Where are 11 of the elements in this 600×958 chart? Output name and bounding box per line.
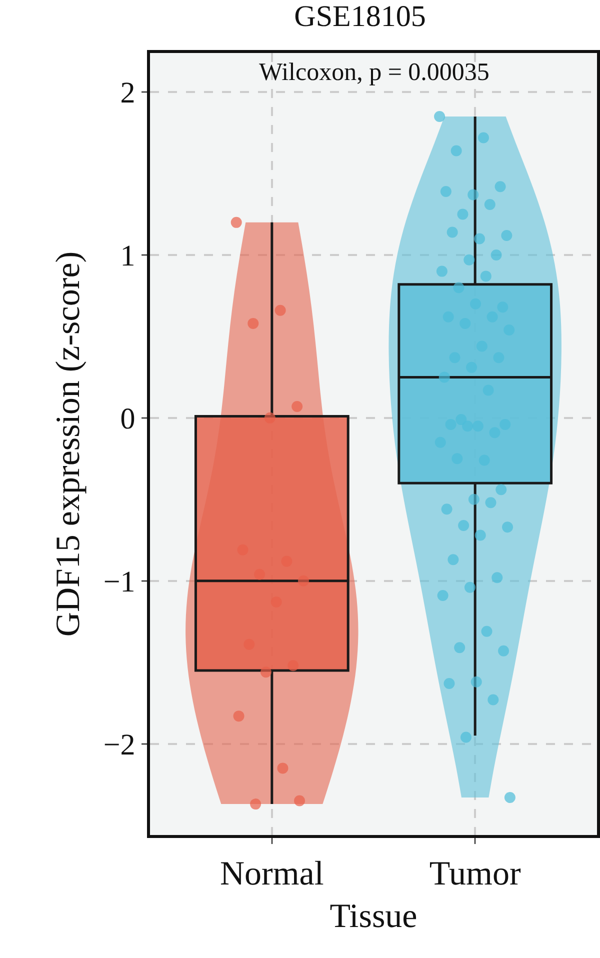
x-tick-label: Normal: [220, 856, 324, 893]
y-tick-label: 2: [120, 76, 136, 110]
y-tick-label: 0: [120, 402, 136, 436]
chart-title: GSE18105: [294, 0, 426, 33]
x-tick-label: Tumor: [429, 856, 522, 893]
annotation: Wilcoxon, p = 0.00035: [259, 59, 490, 86]
y-tick-label: 1: [120, 240, 136, 273]
y-tick-label: −2: [103, 728, 136, 762]
y-tick-label: −1: [103, 565, 136, 598]
y-axis-title: GDF15 expression (z-score): [50, 251, 87, 637]
x-axis-title: Tissue: [330, 898, 418, 935]
